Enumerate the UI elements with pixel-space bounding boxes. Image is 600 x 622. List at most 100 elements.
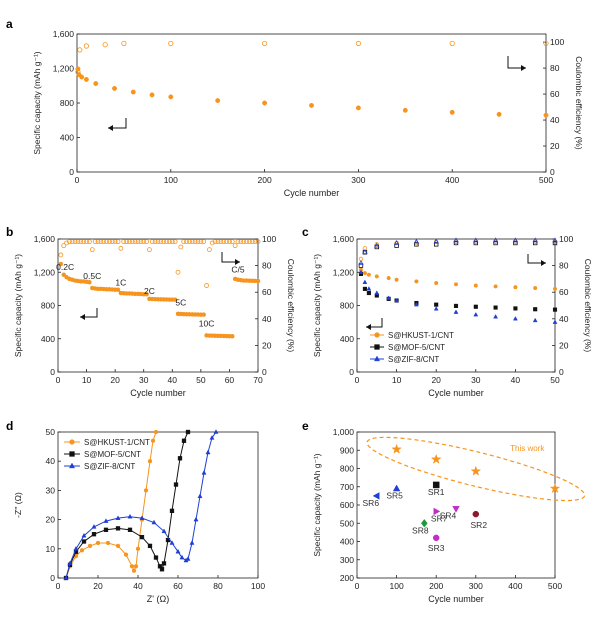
x-tick-label: 50: [550, 375, 560, 385]
data-point: [433, 242, 439, 247]
data-point: [374, 242, 379, 247]
x-tick-label: 0: [56, 375, 61, 385]
panel-a: a0 100 200 300 400 50004008001,2001,600020406…: [6, 17, 584, 198]
data-point: [107, 239, 112, 245]
data-point: [205, 449, 211, 455]
x-tick-label: 0: [355, 375, 360, 385]
data-point: [151, 519, 157, 525]
rate-label: 0.2C: [56, 262, 74, 272]
point-label: SR4: [440, 511, 457, 521]
y2-tick-label: 0: [550, 167, 555, 177]
series-S@HKUST-1/CNT: [358, 267, 558, 291]
x-tick-label: 60: [225, 375, 235, 385]
data-point: [79, 548, 85, 553]
data-point: [209, 435, 215, 440]
data-point: [61, 243, 67, 249]
x-axis-label: Z' (Ω): [147, 594, 169, 604]
data-point: [309, 102, 314, 108]
data-point: [123, 552, 129, 557]
y-tick-label: 1,200: [333, 267, 355, 277]
panel-letter: c: [302, 225, 309, 239]
data-point: [358, 259, 364, 265]
x-tick-label: 100: [164, 175, 178, 185]
legend-marker: [373, 355, 381, 362]
data-point: [115, 515, 121, 520]
series-open-triangle: [358, 237, 558, 265]
data-point: [112, 239, 118, 245]
plot-frame: [57, 238, 259, 373]
axis-arrow: [80, 308, 98, 318]
data-point: [414, 242, 419, 247]
data-point: [244, 239, 249, 245]
y-tick-label: 800: [340, 464, 354, 474]
data-point: [95, 540, 101, 546]
data-point: [112, 85, 117, 91]
data-point: [175, 548, 181, 554]
y2-tick-label: 20: [262, 340, 272, 350]
point-label: SR7: [431, 513, 448, 523]
data-point: [473, 240, 478, 246]
y2-tick-label: 0: [262, 367, 267, 377]
panel-letter: d: [6, 419, 13, 433]
data-point: [91, 532, 97, 537]
x-tick-label: 200: [258, 175, 272, 185]
data-point: [224, 239, 229, 245]
data-point: [213, 429, 219, 434]
y2-tick-label: 0: [559, 367, 564, 377]
data-point: [135, 546, 141, 551]
data-point: [238, 239, 244, 245]
y-tick-label: 700: [340, 482, 354, 492]
legend-label: S@ZIF-8/CNT: [388, 355, 439, 364]
data-point: [201, 239, 207, 245]
data-point: [473, 237, 479, 243]
data-point: [132, 239, 138, 245]
y-tick-label: 0: [349, 367, 354, 377]
data-point: [201, 470, 207, 475]
data-point: [149, 239, 155, 245]
y-tick-label: 40: [46, 456, 56, 466]
data-point: [147, 543, 153, 549]
data-point: [533, 307, 538, 312]
y-tick-label: 200: [340, 573, 354, 583]
panel-b: b0 10 20 30 40 50 60 7004008001,2001,6000204060…: [6, 225, 296, 398]
point-label: SR2: [471, 520, 488, 530]
x-tick-label: 200: [429, 581, 443, 591]
data-point: [533, 285, 538, 291]
data-point: [512, 316, 518, 321]
data-point: [109, 239, 115, 245]
data-point: [184, 239, 189, 245]
x-tick-label: 10: [392, 375, 402, 385]
y2-tick-label: 40: [262, 314, 272, 324]
x-tick-label: 80: [213, 581, 223, 591]
data-point: [453, 237, 459, 243]
data-point: [103, 527, 109, 532]
axis-arrow: [366, 318, 383, 328]
data-point: [175, 269, 181, 275]
x-tick-label: 0: [355, 581, 360, 591]
y-tick-label: 10: [46, 544, 56, 554]
data-point: [493, 284, 498, 289]
data-point: [473, 311, 479, 317]
data-point: [185, 556, 191, 561]
y-tick-label: 900: [340, 445, 354, 455]
legend-marker: [69, 439, 75, 445]
data-point: [129, 239, 135, 245]
data-point: [169, 540, 175, 545]
data-point: [262, 100, 268, 106]
data-point: [261, 40, 268, 47]
data-point: [413, 238, 420, 244]
data-point: [141, 239, 147, 245]
x-axis-label: Cycle number: [428, 594, 484, 604]
axis-arrow: [108, 118, 127, 129]
data-point: [215, 239, 221, 245]
data-point: [552, 237, 558, 243]
data-point: [131, 568, 137, 573]
data-point: [164, 239, 169, 245]
data-point: [91, 524, 97, 529]
point-label: SR6: [363, 498, 380, 508]
y-tick-label: 800: [60, 98, 74, 108]
data-point: [414, 279, 419, 284]
data-point: [95, 239, 101, 245]
x-tick-label: 0: [56, 581, 61, 591]
